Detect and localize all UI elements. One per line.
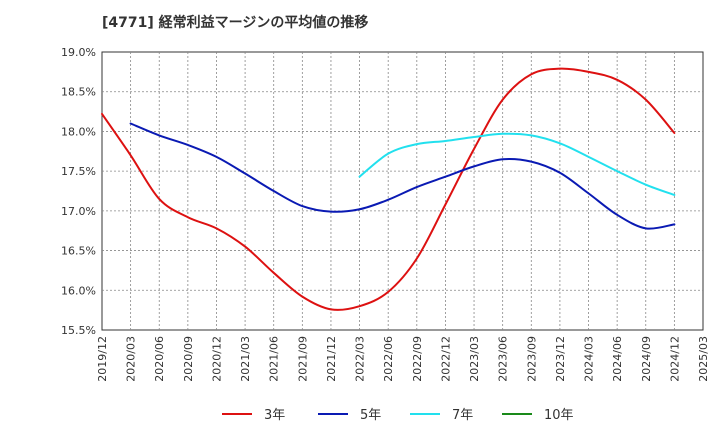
plot-area <box>101 51 704 331</box>
x-tick-label: 2024/12 <box>668 336 681 382</box>
legend: 3年 5年 7年 10年 <box>222 408 574 423</box>
x-tick-label: 2020/12 <box>210 336 223 382</box>
y-tick-label: 19.0% <box>61 46 96 59</box>
x-tick-label: 2024/09 <box>640 336 653 382</box>
x-tick-label: 2020/09 <box>182 336 195 382</box>
x-tick-label: 2020/03 <box>125 336 138 382</box>
x-tick-label: 2022/12 <box>439 336 452 382</box>
x-tick-label: 2024/06 <box>611 336 624 382</box>
x-tick-label: 2022/03 <box>354 336 367 382</box>
x-tick-label: 2023/12 <box>554 336 567 382</box>
legend-label: 10年 <box>544 408 574 423</box>
series-line-1 <box>101 67 676 311</box>
x-tick-label: 2023/06 <box>497 336 510 382</box>
x-tick-label: 2022/09 <box>411 336 424 382</box>
y-tick-label: 18.0% <box>61 125 96 138</box>
y-axis: 15.5% 16.0% 16.5% 17.0% 17.5% 18.0% 18.5% 19.0% <box>61 46 96 337</box>
y-tick-label: 15.5% <box>61 324 96 337</box>
x-tick-label: 2021/09 <box>296 336 309 382</box>
series-line-2 <box>129 122 676 230</box>
y-tick-label: 17.5% <box>61 165 96 178</box>
legend-label: 5年 <box>360 408 381 423</box>
x-tick-label: 2024/03 <box>583 336 596 382</box>
y-tick-label: 18.5% <box>61 86 96 99</box>
x-tick-label: 2019/12 <box>96 336 109 382</box>
series-line-3 <box>358 132 676 196</box>
x-tick-label: 2021/12 <box>325 336 338 382</box>
y-tick-label: 16.0% <box>61 284 96 297</box>
y-tick-label: 17.0% <box>61 205 96 218</box>
chart-title: [4771] 経常利益マージンの平均値の推移 <box>102 14 368 31</box>
x-tick-label: 2023/09 <box>525 336 538 382</box>
x-tick-label: 2021/06 <box>268 336 281 382</box>
y-tick-label: 16.5% <box>61 245 96 258</box>
x-tick-label: 2025/03 <box>697 336 710 382</box>
x-tick-label: 2022/06 <box>382 336 395 382</box>
series-lines <box>101 67 676 311</box>
grid-lines <box>102 52 703 330</box>
legend-label: 7年 <box>452 408 473 423</box>
x-tick-label: 2021/03 <box>239 336 252 382</box>
x-tick-label: 2023/03 <box>468 336 481 382</box>
legend-label: 3年 <box>264 408 285 423</box>
x-tick-label: 2020/06 <box>153 336 166 382</box>
x-axis: 2019/12 2020/03 2020/06 2020/09 2020/12 2021/… <box>96 336 710 382</box>
